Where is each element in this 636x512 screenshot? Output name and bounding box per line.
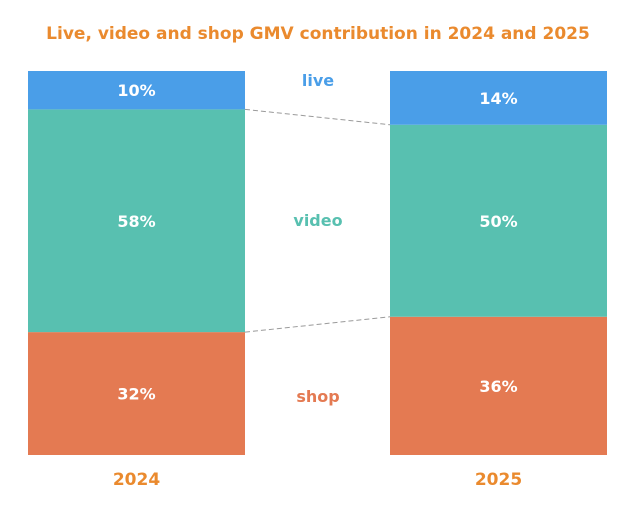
bar-segment-video-2025 <box>390 124 607 317</box>
bar-segment-live-2024 <box>28 71 245 110</box>
series-label-live: live <box>302 71 334 90</box>
bar-segment-shop-2025 <box>390 316 607 455</box>
series-label-shop: shop <box>296 387 339 406</box>
bar-segment-live-2025 <box>390 71 607 125</box>
bar-segment-video-2024 <box>28 109 245 333</box>
category-label-2025: 2025 <box>475 470 522 490</box>
chart-title: Live, video and shop GMV contribution in… <box>46 24 590 44</box>
data-label-video-2025: 50% <box>479 212 517 231</box>
data-label-live-2024: 10% <box>117 81 155 100</box>
data-label-shop-2025: 36% <box>479 377 517 396</box>
connector-line <box>244 108 391 126</box>
category-label-2024: 2024 <box>113 470 160 490</box>
bar-segment-shop-2024 <box>28 332 245 455</box>
connector-line <box>244 316 391 333</box>
data-label-video-2024: 58% <box>117 212 155 231</box>
data-label-shop-2024: 32% <box>117 385 155 404</box>
data-label-live-2025: 14% <box>479 89 517 108</box>
series-label-video: video <box>293 211 342 230</box>
